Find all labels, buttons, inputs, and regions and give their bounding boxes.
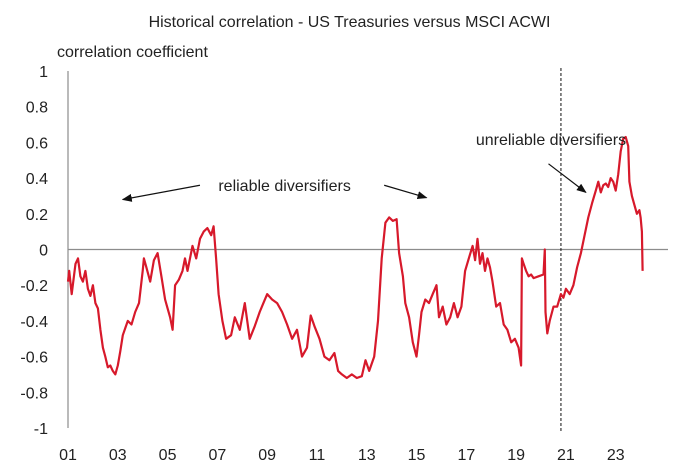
correlation-series-line xyxy=(66,135,644,380)
x-tick-label: 21 xyxy=(557,447,575,464)
y-tick-label: 1 xyxy=(39,64,48,81)
annotation-label: unreliable diversifiers xyxy=(476,132,626,149)
annotation-arrow xyxy=(384,184,428,200)
x-tick-label: 03 xyxy=(109,447,127,464)
chart-title: Historical correlation - US Treasuries v… xyxy=(148,14,551,31)
y-tick-label: -1 xyxy=(34,421,48,438)
x-tick-label: 05 xyxy=(159,447,177,464)
x-tick-label: 15 xyxy=(408,447,426,464)
x-tick-label: 13 xyxy=(358,447,376,464)
x-tick-label: 07 xyxy=(208,447,226,464)
x-tick-label: 01 xyxy=(59,447,77,464)
x-tick-label: 11 xyxy=(309,447,326,464)
annotation-arrow xyxy=(548,163,587,193)
annotation-arrow xyxy=(121,184,201,202)
y-tick-label: -0.6 xyxy=(20,350,48,367)
annotation-label: reliable diversifiers xyxy=(218,178,351,195)
y-tick-label: 0.4 xyxy=(26,171,48,188)
x-tick-label: 19 xyxy=(507,447,525,464)
y-tick-label: 0.6 xyxy=(26,135,48,152)
x-tick-label: 09 xyxy=(258,447,276,464)
y-axis-title: correlation coefficient xyxy=(57,44,208,61)
y-tick-label: 0.2 xyxy=(26,207,48,224)
x-tick-label: 23 xyxy=(607,447,625,464)
x-tick-label: 17 xyxy=(457,447,475,464)
y-tick-label: -0.2 xyxy=(20,278,48,295)
y-tick-label: 0.8 xyxy=(26,100,48,117)
y-tick-label: -0.4 xyxy=(20,314,48,331)
y-tick-label: -0.8 xyxy=(20,385,48,402)
y-tick-label: 0 xyxy=(39,243,48,260)
